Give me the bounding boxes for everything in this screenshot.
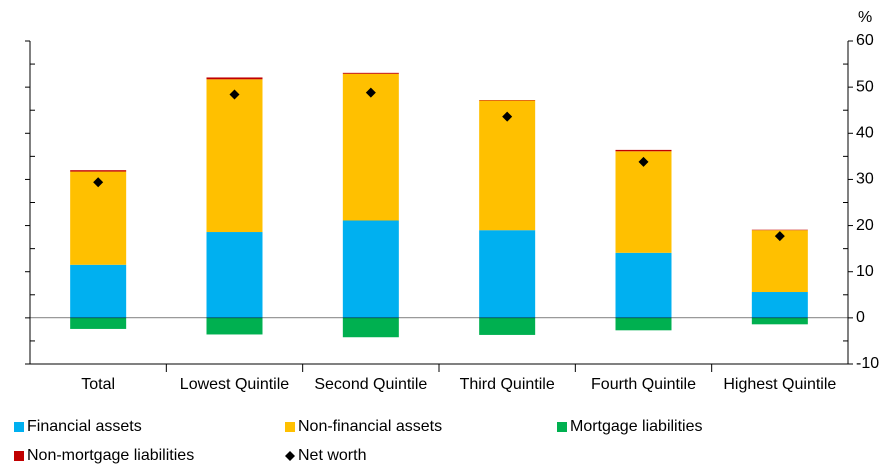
bar-segment <box>206 317 263 335</box>
bar-segment <box>206 79 263 233</box>
legend-swatch <box>285 422 295 432</box>
bar-segment <box>70 264 127 318</box>
net-worth-marker <box>229 89 240 100</box>
bar-segment <box>479 317 536 335</box>
net-worth-marker <box>638 156 649 167</box>
legend-label: Mortgage liabilities <box>570 418 703 435</box>
legend-swatch <box>557 422 567 432</box>
net-worth-marker <box>93 177 104 188</box>
bar-segment <box>342 220 399 318</box>
bar-segment <box>342 73 399 221</box>
legend-label: Non-mortgage liabilities <box>27 447 194 464</box>
y-tick-label: 0 <box>856 309 865 326</box>
y-tick-label: -10 <box>856 355 879 372</box>
y-tick-label: 40 <box>856 125 874 142</box>
bar-segment <box>479 100 536 231</box>
x-tick-label: Lowest Quintile <box>180 376 289 393</box>
y-tick-label: 10 <box>856 263 874 280</box>
y-tick-label: 20 <box>856 217 874 234</box>
legend-label: Non-financial assets <box>298 418 442 435</box>
legend-swatch <box>14 451 24 461</box>
legend-label: Financial assets <box>27 418 142 435</box>
bar-segment <box>615 151 672 253</box>
bar-segment <box>206 77 263 80</box>
net-worth-marker <box>774 231 785 242</box>
bar-segment <box>479 230 536 318</box>
x-tick-label: Highest Quintile <box>723 376 836 393</box>
bar-segment <box>615 149 672 152</box>
legend-marker <box>285 451 295 461</box>
unit-label: % <box>858 9 872 26</box>
bar-segment <box>751 317 808 325</box>
y-tick-label: 50 <box>856 78 874 95</box>
y-tick-label: 30 <box>856 171 874 188</box>
bar-segment <box>751 292 808 318</box>
bar-segment <box>206 232 263 318</box>
bar-segment <box>615 252 672 318</box>
bar-segment <box>342 317 399 338</box>
bar-segment <box>342 72 399 74</box>
x-tick-label: Total <box>81 376 115 393</box>
net-worth-marker <box>365 87 376 98</box>
x-tick-label: Second Quintile <box>314 376 427 393</box>
bar-segment <box>70 170 127 172</box>
net-worth-marker <box>502 111 513 122</box>
bar-segment <box>615 317 672 331</box>
bar-segment <box>70 317 127 329</box>
x-tick-label: Third Quintile <box>460 376 555 393</box>
x-tick-label: Fourth Quintile <box>591 376 696 393</box>
legend-label: Net worth <box>298 447 366 464</box>
y-tick-label: 60 <box>856 32 874 49</box>
legend-swatch <box>14 422 24 432</box>
